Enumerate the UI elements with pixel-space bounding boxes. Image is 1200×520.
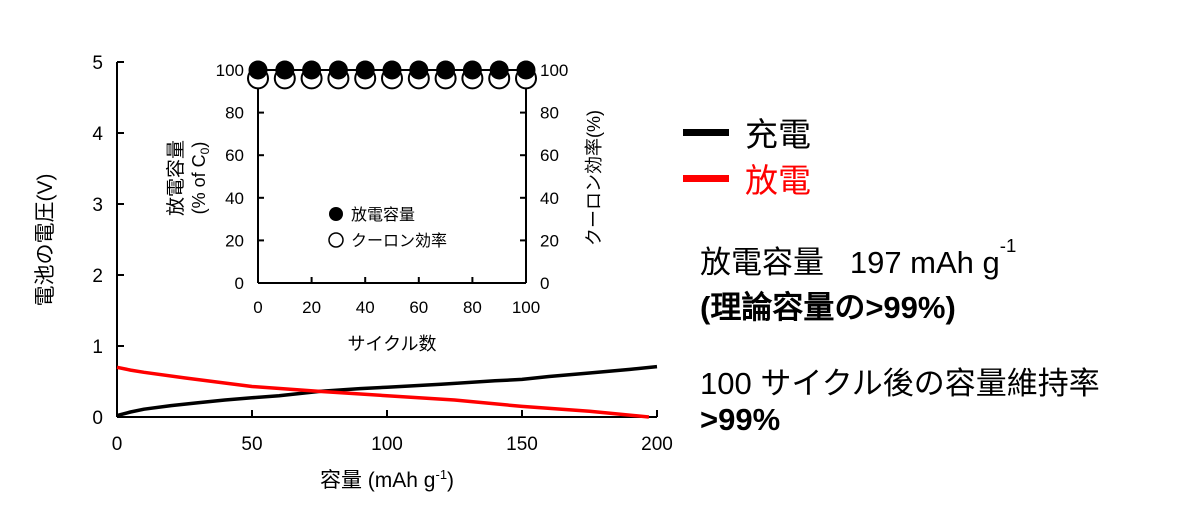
inset-y-tick-label-left: 100: [216, 61, 244, 80]
discharge-capacity-point: [516, 60, 536, 80]
inset-y-tick-label-right: 80: [540, 104, 559, 123]
inset-x-tick-label: 0: [253, 298, 262, 317]
inset-y-tick-label-right: 60: [540, 146, 559, 165]
inset-legend-filled-marker: [329, 207, 343, 221]
discharge-capacity-point: [248, 60, 268, 80]
inset-x-tick-label: 60: [409, 298, 428, 317]
inset-y-tick-label-right: 0: [540, 274, 549, 293]
legend-swatch-charge: [683, 128, 729, 136]
capacity-annotation: 放電容量 197 mAh g-1: [700, 235, 1017, 282]
inset-x-axis-label: サイクル数: [347, 334, 436, 354]
discharge-capacity-point: [489, 60, 509, 80]
inset-y-label-right: クーロン効率(%): [584, 110, 604, 246]
capacity-label: 放電容量: [700, 245, 824, 280]
inset-y-label-left-line1: 放電容量: [165, 140, 187, 216]
capacity-value: 197 mAh g: [849, 245, 1000, 280]
retention-value: >99%: [700, 402, 781, 437]
discharge-capacity-point: [328, 60, 348, 80]
discharge-capacity-point: [275, 60, 295, 80]
legend-swatch-discharge: [683, 174, 729, 182]
main-y-tick-label: 4: [92, 124, 103, 145]
legend-discharge: 放電: [683, 154, 811, 202]
charge-curve: [116, 364, 658, 418]
inset-y-tick-label-left: 80: [225, 104, 244, 123]
main-x-tick-label: 0: [112, 434, 123, 455]
inset-y-tick-label-left: 40: [225, 189, 244, 208]
inset-y-tick-label-right: 20: [540, 231, 559, 250]
main-x-tick-label: 200: [641, 434, 673, 455]
inset-y-tick-label-right: 40: [540, 189, 559, 208]
legend-label-discharge: 放電: [745, 162, 811, 199]
main-y-axis-label: 電池の電圧(V): [34, 174, 57, 307]
theoretical-annotation: (理論容量の>99%): [700, 290, 956, 325]
main-x-tick-label: 50: [241, 434, 262, 455]
inset-y-tick-label-right: 100: [540, 61, 568, 80]
capacity-sup: -1: [999, 235, 1017, 256]
main-y-tick-label: 1: [92, 337, 103, 358]
discharge-capacity-point: [382, 60, 402, 80]
main-x-tick-label: 150: [506, 434, 538, 455]
main-y-tick-label: 2: [92, 266, 103, 287]
inset-legend-label-efficiency: クーロン効率: [351, 232, 447, 250]
inset-x-tick-label: 40: [356, 298, 375, 317]
discharge-capacity-point: [436, 60, 456, 80]
main-y-tick-label: 0: [92, 408, 103, 429]
inset-x-tick-label: 20: [302, 298, 321, 317]
inset-y-tick-label-left: 0: [235, 274, 244, 293]
discharge-capacity-point: [462, 60, 482, 80]
legend-label-charge: 充電: [745, 116, 811, 153]
inset-y-label-left-line2: (% of C0): [189, 142, 212, 215]
inset-x-tick-label: 100: [512, 298, 540, 317]
label-close: ): [189, 142, 209, 148]
inset-legend-open-marker: [328, 232, 344, 248]
retention-label: 100 サイクル後の容量維持率: [700, 366, 1100, 401]
discharge-curve: [116, 365, 650, 419]
inset-y-tick-label-left: 60: [225, 146, 244, 165]
inset-x-tick-label: 80: [463, 298, 482, 317]
subscript-zero: 0: [198, 147, 212, 154]
x-label-sup: -1: [435, 467, 447, 482]
discharge-capacity-point: [355, 60, 375, 80]
main-y-tick-label: 3: [92, 195, 103, 216]
discharge-capacity-point: [302, 60, 322, 80]
inset-legend-label-capacity: 放電容量: [351, 206, 415, 224]
legend-charge: 充電: [683, 108, 811, 156]
discharge-capacity-point: [409, 60, 429, 80]
main-y-tick-label: 5: [92, 53, 103, 74]
main-x-tick-label: 100: [371, 434, 403, 455]
main-x-axis-label: 容量 (mAh g-1): [320, 467, 454, 492]
inset-y-tick-label-left: 20: [225, 231, 244, 250]
x-label-close: ): [447, 469, 454, 492]
